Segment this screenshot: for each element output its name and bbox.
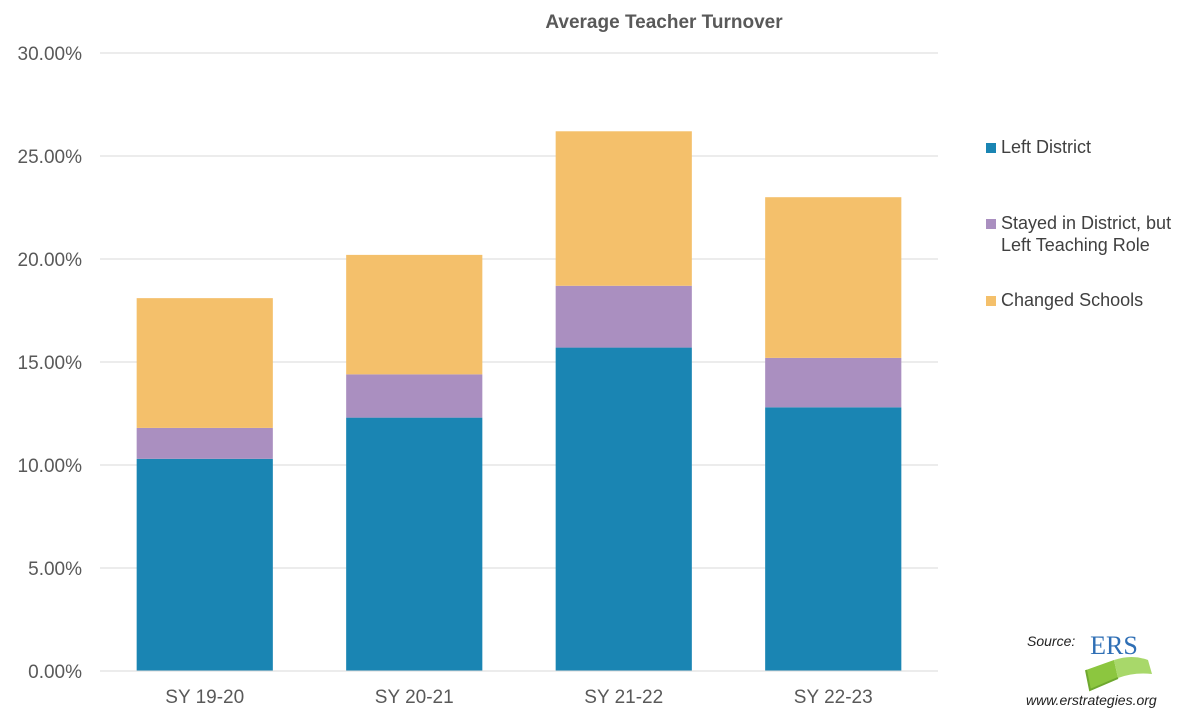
x-tick-label: SY 22-23 bbox=[794, 687, 873, 708]
x-tick-label: SY 20-21 bbox=[375, 687, 454, 708]
legend-swatch-changed-schools bbox=[986, 296, 996, 306]
y-tick-label: 10.00% bbox=[18, 456, 83, 477]
book-icon-spine bbox=[1085, 669, 1119, 692]
y-tick-label: 15.00% bbox=[18, 353, 83, 374]
legend-item-left-district: Left District bbox=[986, 136, 1091, 158]
ers-logo-text: ERS bbox=[1090, 631, 1138, 660]
bar-segment-left-district-sy-22-23 bbox=[765, 407, 902, 671]
bar-segment-left-district-sy-19-20 bbox=[136, 458, 273, 671]
bar-segment-stayed-in-district-but-left-teaching-role-sy-19-20 bbox=[136, 427, 273, 459]
bar-segment-stayed-in-district-but-left-teaching-role-sy-20-21 bbox=[346, 374, 483, 418]
x-tick-label: SY 21-22 bbox=[584, 687, 663, 708]
legend-label-stayed-in-district: Stayed in District, but Left Teaching Ro… bbox=[1001, 212, 1171, 256]
bar-segment-left-district-sy-21-22 bbox=[555, 347, 692, 671]
legend-swatch-left-district bbox=[986, 143, 996, 153]
source-attribution: Source: ERS www.erstrategies.org bbox=[1026, 630, 1192, 717]
bar-segment-changed-schools-sy-19-20 bbox=[136, 298, 273, 428]
legend-swatch-stayed-in-district bbox=[986, 219, 996, 229]
chart-title: Average Teacher Turnover bbox=[545, 12, 783, 33]
book-icon-right-page bbox=[1114, 657, 1152, 678]
source-url: www.erstrategies.org bbox=[1026, 692, 1157, 708]
y-tick-label: 0.00% bbox=[28, 662, 82, 683]
legend-item-changed-schools: Changed Schools bbox=[986, 289, 1143, 311]
bar-segment-changed-schools-sy-22-23 bbox=[765, 197, 902, 358]
x-tick-label: SY 19-20 bbox=[165, 687, 244, 708]
bar-segment-changed-schools-sy-20-21 bbox=[346, 254, 483, 375]
book-icon-left-page bbox=[1086, 660, 1118, 690]
x-axis-tick-labels: SY 19-20 SY 20-21 SY 21-22 SY 22-23 bbox=[165, 687, 872, 708]
legend-label-stayed-line1: Stayed in District, but bbox=[1001, 213, 1172, 233]
bar-segment-changed-schools-sy-21-22 bbox=[555, 131, 692, 286]
bar-segment-stayed-in-district-but-left-teaching-role-sy-22-23 bbox=[765, 357, 902, 408]
y-tick-label: 25.00% bbox=[18, 147, 83, 168]
legend-item-stayed-in-district: Stayed in District, but Left Teaching Ro… bbox=[986, 212, 1171, 256]
y-axis-tick-labels: 0.00% 5.00% 10.00% 15.00% 20.00% 25.00% 30.00% bbox=[18, 44, 83, 683]
y-tick-label: 5.00% bbox=[28, 559, 82, 580]
bars bbox=[136, 131, 902, 671]
ers-logo: ERS bbox=[1085, 631, 1152, 692]
legend-label-stayed-line2: Left Teaching Role bbox=[1001, 235, 1150, 255]
y-tick-label: 20.00% bbox=[18, 250, 83, 271]
legend-label-left-district: Left District bbox=[1001, 137, 1092, 157]
legend-label-changed-schools: Changed Schools bbox=[1001, 290, 1144, 310]
source-label: Source: bbox=[1027, 633, 1076, 649]
y-tick-label: 30.00% bbox=[18, 44, 83, 65]
bar-segment-left-district-sy-20-21 bbox=[346, 417, 483, 671]
bar-segment-stayed-in-district-but-left-teaching-role-sy-21-22 bbox=[555, 285, 692, 348]
